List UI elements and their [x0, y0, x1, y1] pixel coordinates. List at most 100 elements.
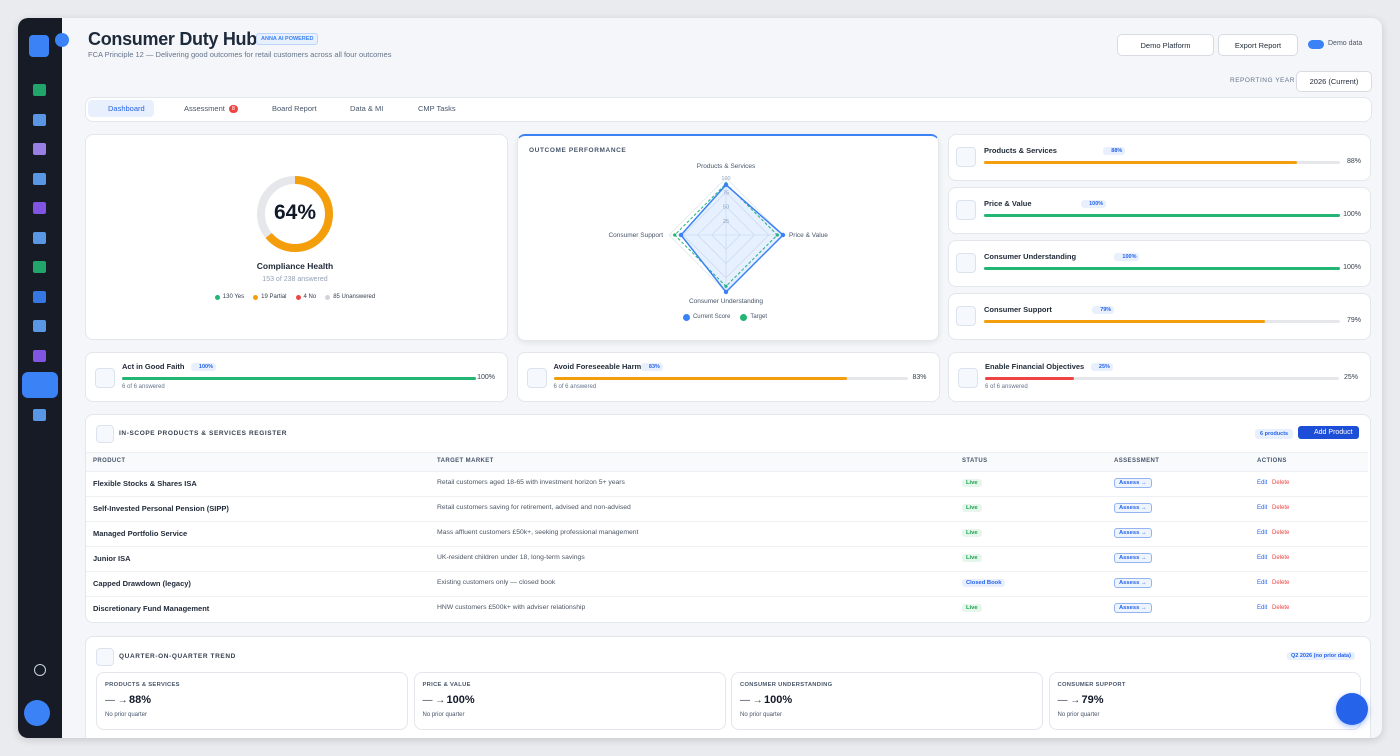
- trend-tile: [413, 672, 726, 730]
- delete-link[interactable]: Delete: [1272, 555, 1290, 561]
- assess-button[interactable]: Assess →: [1114, 553, 1152, 563]
- tab[interactable]: Dashboard: [88, 100, 154, 117]
- demo-toggle[interactable]: [1308, 40, 1324, 49]
- nav-icon[interactable]: [33, 202, 46, 214]
- radar-point: [723, 289, 729, 295]
- legend-item: 19 Partial: [253, 292, 287, 302]
- trend-arrow: — →: [105, 695, 128, 706]
- tab-label[interactable]: CMP Tasks: [418, 104, 456, 113]
- user-avatar[interactable]: [24, 700, 50, 726]
- row-divider: [86, 521, 1368, 522]
- principle-answered: 6 of 6 answered: [985, 384, 1028, 390]
- tab-label[interactable]: Data & MI: [350, 104, 384, 113]
- theme-toggle[interactable]: [34, 664, 46, 676]
- register-icon: [96, 425, 114, 443]
- principle-badge: 83%: [640, 363, 663, 371]
- radar-series: [679, 183, 785, 294]
- outcome-value: 100%: [1343, 211, 1361, 218]
- chat-button[interactable]: [1336, 693, 1368, 725]
- radar-point: [673, 233, 677, 237]
- logo: [29, 35, 49, 57]
- principle-icon: [958, 368, 978, 388]
- nav-icon[interactable]: [33, 379, 46, 391]
- tab[interactable]: CMP Tasks: [398, 100, 460, 117]
- collapse-button[interactable]: [55, 33, 69, 47]
- add-product-button[interactable]: Add Product: [1298, 426, 1359, 439]
- table-header-bg: [86, 452, 1368, 472]
- product-name: Discretionary Fund Management: [93, 604, 210, 613]
- progress-bar: [985, 377, 1074, 380]
- assess-button[interactable]: Assess →: [1114, 478, 1152, 488]
- nav-icon[interactable]: [33, 231, 46, 244]
- legend-label: 85 Unanswered: [333, 294, 376, 300]
- delete-link[interactable]: Delete: [1272, 480, 1290, 486]
- assess-button[interactable]: Assess →: [1114, 603, 1152, 613]
- nav-icon[interactable]: [33, 84, 46, 96]
- trend-badge: Q2 2026 (no prior data): [1287, 652, 1355, 660]
- edit-link[interactable]: Edit: [1257, 480, 1268, 486]
- principle-value: 25%: [1343, 374, 1358, 381]
- principle-badge: 100%: [190, 363, 216, 371]
- progress-bar: [984, 320, 1266, 323]
- radar-point: [723, 182, 729, 188]
- principle-name: Act in Good Faith: [122, 362, 185, 371]
- nav-icon[interactable]: [33, 349, 46, 362]
- outcome-card: [948, 293, 1371, 340]
- health-value: 64%: [273, 201, 317, 224]
- legend-label: Target: [750, 314, 768, 320]
- trend-tile: [1048, 672, 1361, 730]
- outcome-badge: 79%: [1092, 306, 1115, 314]
- nav-icon[interactable]: [33, 172, 46, 185]
- nav-icon[interactable]: [33, 261, 46, 273]
- status-pill: Live: [962, 529, 982, 537]
- tab-label[interactable]: Dashboard: [108, 104, 145, 113]
- export-label[interactable]: Export Report: [1234, 40, 1282, 50]
- legend-item: 85 Unanswered: [325, 292, 375, 302]
- row-divider: [86, 596, 1368, 597]
- health-donut: [257, 176, 333, 252]
- tab[interactable]: Data & MI: [330, 100, 388, 117]
- edit-link[interactable]: Edit: [1257, 530, 1268, 536]
- edit-link[interactable]: Edit: [1257, 505, 1268, 511]
- nav-icon[interactable]: [33, 113, 46, 126]
- target-market: UK-resident children under 18, long-term…: [437, 554, 585, 561]
- delete-link[interactable]: Delete: [1272, 605, 1290, 611]
- principle-value: 83%: [912, 374, 927, 381]
- edit-link[interactable]: Edit: [1257, 555, 1268, 561]
- tab[interactable]: Assessment 8: [164, 100, 242, 117]
- principle-answered: 6 of 6 answered: [553, 384, 597, 390]
- tab-label[interactable]: Board Report: [272, 104, 317, 113]
- legend-dot: [682, 313, 690, 321]
- platform-label[interactable]: Demo Platform: [1140, 40, 1191, 50]
- delete-link[interactable]: Delete: [1272, 505, 1290, 511]
- delete-link[interactable]: Delete: [1272, 580, 1290, 586]
- outcome-badge: 100%: [1114, 253, 1140, 261]
- outcome-icon: [956, 200, 976, 220]
- export-button[interactable]: Export Report: [1218, 34, 1298, 56]
- nav-icon[interactable]: [33, 320, 46, 332]
- target-market: Existing customers only — closed book: [437, 579, 556, 586]
- assess-button[interactable]: Assess →: [1114, 528, 1152, 538]
- assess-button[interactable]: Assess →: [1114, 578, 1152, 588]
- product-name: Self-Invested Personal Pension (SIPP): [93, 504, 229, 513]
- edit-link[interactable]: Edit: [1257, 580, 1268, 586]
- nav-icon[interactable]: [33, 143, 46, 155]
- legend-label: 4 No: [303, 294, 317, 300]
- nav-icon[interactable]: [33, 290, 46, 303]
- tab[interactable]: Board Report: [252, 100, 320, 117]
- year-select[interactable]: 2026 (Current): [1296, 71, 1372, 92]
- year-value[interactable]: 2026 (Current): [1309, 77, 1359, 86]
- row-divider: [86, 571, 1368, 572]
- assess-button[interactable]: Assess →: [1114, 503, 1152, 513]
- progress-bar: [122, 377, 476, 380]
- nav-icon[interactable]: [33, 408, 46, 421]
- legend-item: 4 No: [295, 292, 317, 302]
- trend-value: 88%: [129, 694, 152, 706]
- outcome-icon: [956, 147, 976, 167]
- delete-link[interactable]: Delete: [1272, 530, 1290, 536]
- health-legend: 130 Yes 19 Partial 4 No 85 Unanswered: [150, 292, 440, 302]
- trend-note: No prior quarter: [105, 712, 148, 718]
- platform-select[interactable]: Demo Platform: [1117, 34, 1214, 56]
- tab-label[interactable]: Assessment: [184, 104, 225, 113]
- edit-link[interactable]: Edit: [1257, 605, 1268, 611]
